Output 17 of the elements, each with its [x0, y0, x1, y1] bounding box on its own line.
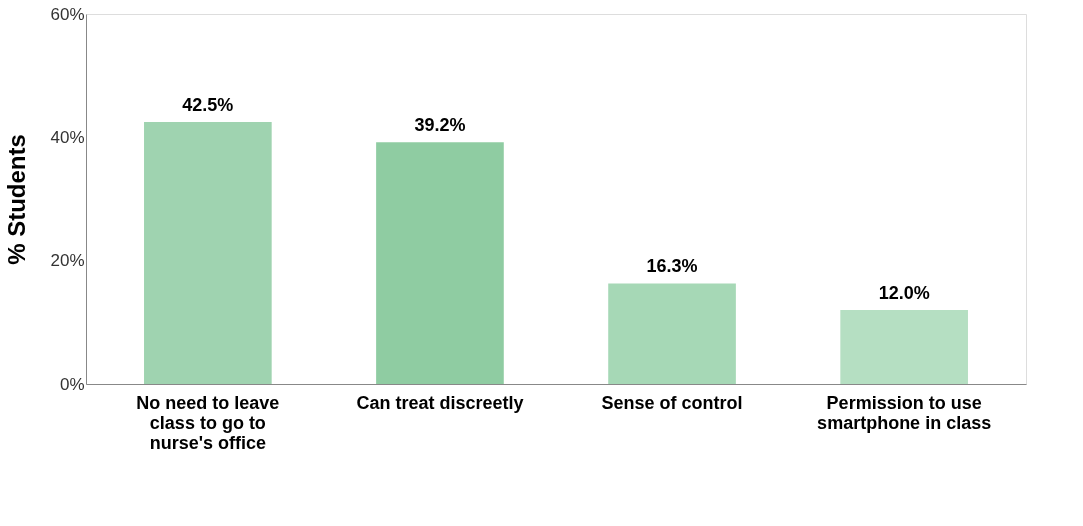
bar — [376, 142, 504, 384]
bar — [840, 310, 968, 384]
bar — [608, 283, 736, 384]
x-tick-label: Permission to use smartphone in class — [817, 392, 992, 433]
y-tick-label: 60% — [50, 4, 85, 24]
data-label: 16.3% — [646, 256, 698, 277]
x-tick-label: No need to leave class to go to nurse's office — [136, 392, 280, 453]
y-tick-label: 20% — [50, 251, 85, 271]
x-tick-label: Sense of control — [601, 392, 743, 413]
data-label: 42.5% — [182, 94, 234, 115]
data-label: 39.2% — [414, 115, 466, 136]
y-tick-label: 0% — [59, 374, 85, 394]
x-tick-label: Can treat discreetly — [356, 392, 524, 413]
y-axis-title: % Students — [3, 134, 31, 265]
bar — [144, 121, 272, 384]
data-label: 12.0% — [878, 283, 930, 303]
y-tick-label: 40% — [50, 127, 85, 147]
